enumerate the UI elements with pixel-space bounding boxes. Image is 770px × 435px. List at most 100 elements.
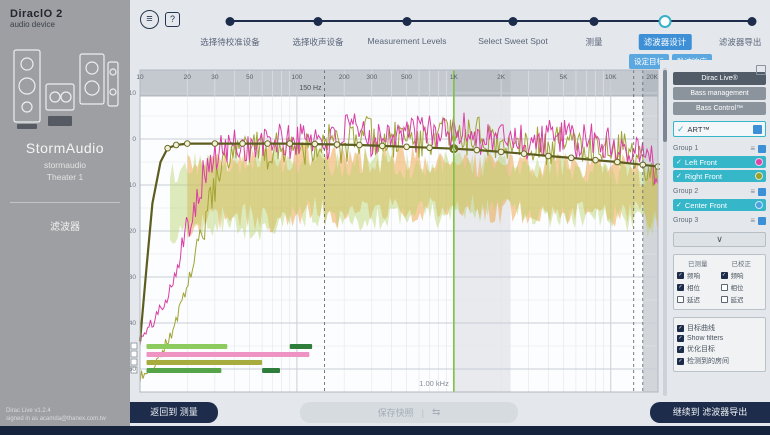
step-node-1[interactable]	[225, 17, 235, 26]
filter-band-bar	[146, 352, 310, 357]
step-label-1[interactable]: 选择待校准设备	[200, 37, 260, 47]
step-label-4[interactable]: Select Sweet Spot	[478, 36, 548, 46]
checkbox[interactable]	[720, 283, 728, 291]
checkbox[interactable]: ✓	[677, 283, 684, 291]
step-label-2[interactable]: 选择收声设备	[292, 37, 344, 47]
svg-text:1K: 1K	[450, 74, 459, 81]
logo-subtitle: audio device	[10, 20, 55, 29]
mode-button-2[interactable]: Bass management	[673, 87, 766, 100]
checkbox[interactable]: ✓	[677, 335, 684, 342]
edit-group-icon[interactable]	[758, 187, 766, 196]
target-control-point[interactable]	[286, 140, 294, 147]
target-control-point[interactable]	[239, 140, 246, 147]
step-label-5[interactable]: 测量	[585, 37, 603, 47]
menu-button[interactable]: ≡	[140, 10, 159, 29]
target-control-point[interactable]	[311, 140, 319, 148]
checkbox[interactable]: ✓	[677, 345, 684, 353]
sliders-icon[interactable]: ≡	[750, 143, 755, 153]
filter-band-checkbox[interactable]	[130, 358, 138, 366]
target-control-point[interactable]	[567, 154, 575, 162]
filter-band-checkbox[interactable]	[130, 350, 138, 358]
target-control-point[interactable]	[164, 144, 171, 152]
panel-scrollbar[interactable]	[663, 68, 667, 396]
channel-row-left-front[interactable]: ✓ Left Front	[673, 156, 766, 168]
step-node-2[interactable]	[313, 17, 323, 26]
mode-button-3[interactable]: Bass Control™	[673, 102, 766, 115]
sub-button-1[interactable]: 设定目标	[629, 54, 669, 69]
channel-label: Right Front	[684, 171, 722, 181]
step-node-3[interactable]	[402, 17, 412, 26]
step-label-3[interactable]: Measurement Levels	[367, 36, 447, 46]
legend-corrected-column: 已校正 ✓ 频响 相位 延迟	[720, 258, 763, 306]
corrected-option-3: 延迟	[720, 294, 763, 304]
checkbox-label: 相位	[730, 285, 744, 292]
back-to-measure-button[interactable]: 返回到 测量	[130, 402, 218, 423]
checkbox[interactable]: ✓	[677, 324, 684, 332]
target-control-point[interactable]	[378, 142, 386, 150]
edit-group-icon[interactable]	[758, 216, 766, 225]
svg-text:-20: -20	[127, 228, 137, 235]
display-option-1: ✓ 目标曲线	[677, 323, 762, 333]
step-node-7[interactable]	[747, 17, 757, 26]
target-control-point[interactable]	[211, 140, 219, 147]
checkbox[interactable]	[720, 295, 728, 303]
target-control-point[interactable]	[545, 152, 552, 160]
checkbox-label: 延迟	[730, 297, 744, 304]
target-control-point[interactable]	[403, 143, 410, 151]
target-control-point[interactable]	[497, 148, 505, 156]
svg-text:2K: 2K	[497, 74, 506, 81]
filter-band-checkbox[interactable]	[130, 342, 138, 350]
checkbox-label: Show filters	[687, 335, 724, 342]
curve-legend: 已测量 ✓ 频响 ✓ 相位 延迟 已校正 ✓ 频响 相位 延迟	[673, 254, 766, 310]
target-control-point[interactable]	[356, 141, 363, 149]
channel-row-center-front[interactable]: ✓ Center Front	[673, 199, 766, 211]
step-node-4[interactable]	[508, 17, 518, 26]
help-button[interactable]: ?	[165, 12, 180, 27]
measured-option-3: 延迟	[677, 294, 719, 304]
target-control-point[interactable]	[183, 140, 191, 147]
checkbox[interactable]: ✓	[677, 357, 684, 365]
divider	[10, 202, 120, 203]
channel-row-right-front[interactable]: ✓ Right Front	[673, 170, 766, 182]
expand-icon[interactable]	[753, 124, 762, 134]
group-header-1: Group 1 ≡	[673, 143, 766, 154]
target-control-point[interactable]	[473, 146, 481, 154]
channel-label: Left Front	[684, 157, 717, 167]
svg-text:5K: 5K	[560, 74, 569, 81]
target-control-point[interactable]	[333, 141, 341, 148]
sliders-icon[interactable]: ≡	[750, 186, 755, 196]
checkbox-label: 延迟	[687, 297, 700, 304]
target-control-point[interactable]	[592, 156, 599, 164]
scrollbar-thumb[interactable]	[663, 70, 667, 142]
edit-group-icon[interactable]	[758, 144, 766, 153]
checkbox[interactable]: ✓	[677, 271, 684, 279]
target-control-point[interactable]	[426, 144, 433, 152]
checkbox[interactable]	[677, 295, 684, 303]
step-node-5[interactable]	[589, 17, 599, 26]
filter-band-checkbox[interactable]	[130, 366, 138, 374]
stepper-line	[230, 20, 752, 22]
step-node-6[interactable]	[658, 15, 672, 28]
target-control-point[interactable]	[520, 150, 528, 158]
save-snapshot-button[interactable]: 保存快照 | ⇆	[300, 402, 518, 423]
mode-button-1[interactable]: Dirac Live®	[673, 72, 766, 85]
target-control-point[interactable]	[264, 140, 271, 147]
step-label-7[interactable]: 滤波器导出	[718, 37, 762, 47]
checkbox[interactable]: ✓	[720, 271, 728, 279]
target-control-point[interactable]	[172, 141, 180, 149]
version-info: Dirac Live v1.2.4 signed in as acamda@th…	[6, 407, 106, 423]
step-label-6[interactable]: 滤波器设计	[638, 34, 692, 50]
checkbox-label: 相位	[687, 285, 700, 292]
check-icon: ✓	[676, 159, 682, 166]
corrected-fill-green	[170, 144, 658, 244]
scroll-down-button[interactable]: ∨	[673, 232, 766, 247]
target-curve: A	[138, 140, 662, 342]
art-row[interactable]: ✓ ART™	[673, 121, 766, 137]
panel-collapse-icon[interactable]	[756, 65, 766, 75]
device-room: Theater 1	[46, 172, 84, 182]
sliders-icon[interactable]: ≡	[750, 215, 755, 225]
target-control-point[interactable]	[613, 158, 621, 166]
continue-to-export-button[interactable]: 继续到 滤波器导出	[650, 402, 770, 423]
